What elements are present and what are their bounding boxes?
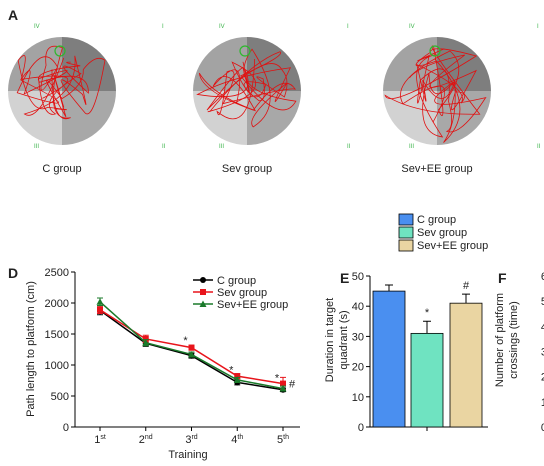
x-tick-label: 2nd: [139, 434, 153, 446]
marker: [97, 298, 104, 305]
legend-label: Sev+EE group: [417, 240, 488, 252]
legend-swatch: [399, 227, 413, 238]
maze-label: Sev+EE group: [401, 163, 472, 175]
quadrant-label: II: [347, 144, 351, 150]
bar: [411, 333, 443, 427]
annotation: #: [463, 280, 470, 292]
maze: [193, 37, 301, 145]
marker: [189, 345, 195, 351]
legend-swatch: [399, 214, 413, 225]
panel-label: D: [8, 265, 18, 281]
figure: A IVIIIIIIC groupIVIIIIIISev groupIVIIII…: [0, 0, 544, 466]
y-axis-label: crossings (time): [508, 301, 520, 379]
legend-marker: [200, 289, 206, 295]
panel-label: E: [340, 270, 349, 286]
error-bar: [423, 321, 431, 333]
annotation: *: [275, 372, 280, 384]
annotation: *: [425, 307, 430, 319]
bar: [450, 303, 482, 427]
legend-label: C group: [217, 275, 256, 287]
x-tick-label: 5th: [277, 434, 289, 446]
quadrant-label: III: [409, 144, 414, 150]
maze-label: C group: [42, 163, 81, 175]
panel-label: F: [498, 270, 507, 286]
quadrant-label: IV: [219, 24, 225, 30]
x-axis-label: Training: [168, 449, 207, 461]
quadrant-label: I: [537, 24, 539, 30]
y-tick-label: 0: [63, 422, 69, 434]
y-tick-label: 500: [51, 391, 69, 403]
quadrant-label: III: [219, 144, 224, 150]
y-axis-label: quadrant (s): [338, 310, 350, 369]
legend-label: C group: [417, 214, 456, 226]
annotation: *: [229, 364, 234, 376]
quadrant: [247, 91, 301, 145]
x-tick-label: 1st: [94, 434, 106, 446]
y-axis-label: Number of platform: [494, 293, 506, 387]
y-tick-label: 2500: [45, 267, 69, 279]
quadrant-label: II: [537, 144, 541, 150]
quadrant-label: I: [347, 24, 349, 30]
quadrant-label: III: [34, 144, 39, 150]
error-bar: [385, 285, 393, 291]
quadrant: [383, 37, 437, 91]
y-tick-label: 0: [358, 422, 364, 434]
legend-label: Sev group: [217, 287, 267, 299]
quadrant-label: IV: [34, 24, 40, 30]
quadrant-label: II: [162, 144, 166, 150]
annotation: *: [183, 335, 188, 347]
error-bar: [462, 294, 470, 303]
maze: [8, 37, 116, 145]
y-tick-label: 10: [352, 392, 364, 404]
maze-label: Sev group: [222, 163, 272, 175]
y-tick-label: 50: [352, 271, 364, 283]
y-tick-label: 40: [352, 301, 364, 313]
y-axis-label: Path length to platform (cm): [25, 281, 37, 417]
y-tick-label: 20: [352, 362, 364, 374]
legend-label: Sev group: [417, 227, 467, 239]
x-tick-label: 3rd: [185, 434, 197, 446]
y-tick-label: 30: [352, 331, 364, 343]
bar: [373, 291, 405, 427]
quadrant-label: I: [162, 24, 164, 30]
quadrant-label: IV: [409, 24, 415, 30]
y-axis-label: Duration in target: [324, 298, 336, 382]
quadrant: [193, 37, 247, 91]
legend-marker: [200, 277, 206, 283]
legend-label: Sev+EE group: [217, 299, 288, 311]
marker: [97, 307, 103, 313]
y-tick-label: 1500: [45, 329, 69, 341]
maze: [383, 37, 491, 145]
x-tick-label: 4th: [231, 434, 243, 446]
panel-label: A: [8, 7, 18, 23]
legend-swatch: [399, 240, 413, 251]
y-tick-label: 1000: [45, 360, 69, 372]
annotation: #: [289, 379, 296, 391]
y-tick-label: 2000: [45, 298, 69, 310]
